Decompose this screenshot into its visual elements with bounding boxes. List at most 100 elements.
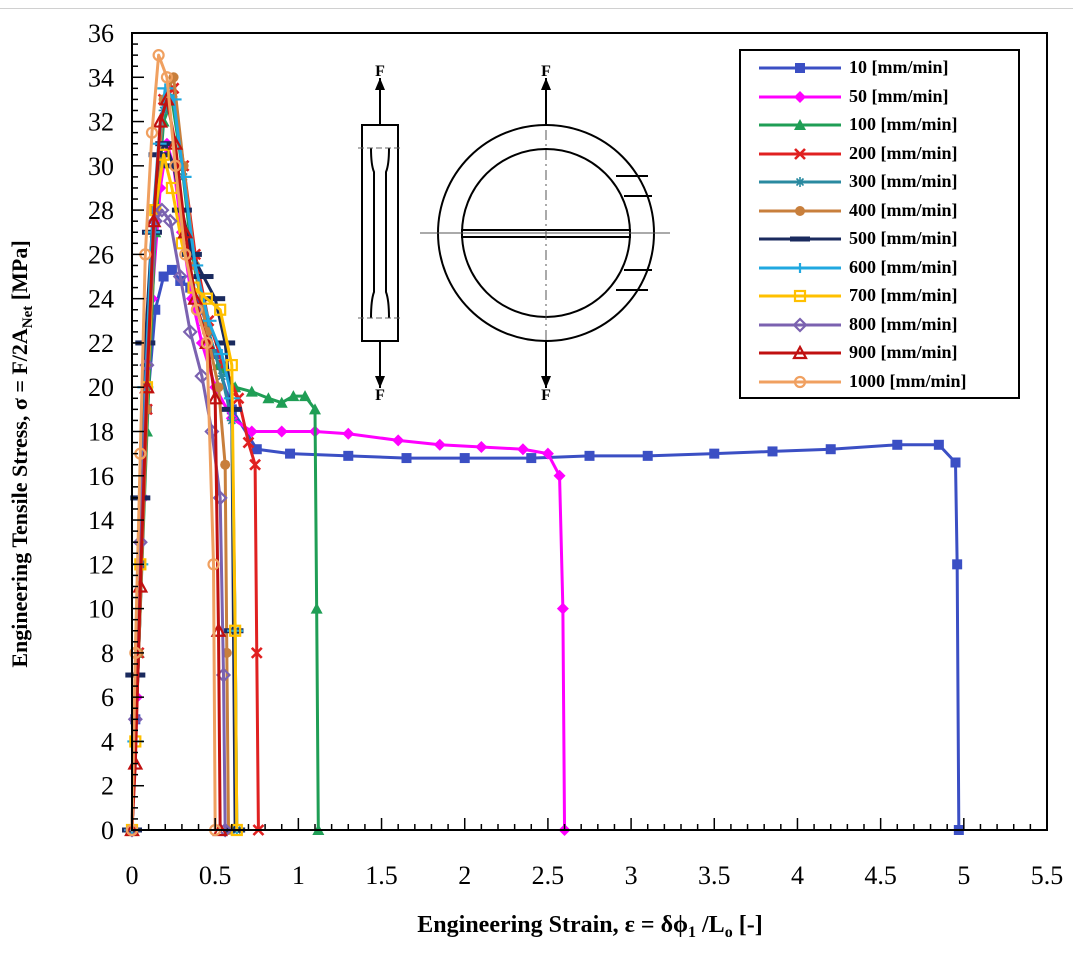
inset-strip-arrow-up-head <box>375 78 385 90</box>
series-7-point-9 <box>181 251 202 257</box>
series-1-point-5 <box>158 271 169 282</box>
series-12-point-7 <box>169 159 182 172</box>
legend-item-3: 100 [mm/min] <box>741 112 1018 138</box>
series-2-point-15 <box>342 427 355 440</box>
legend-swatch-9 <box>759 289 841 303</box>
series-2-point-17 <box>433 438 446 451</box>
series-12-point-6 <box>160 71 174 84</box>
series-1-point-16 <box>459 453 470 464</box>
series-8-point-10 <box>200 315 217 326</box>
series-10-point-8 <box>182 324 198 340</box>
legend-label-6: 400 [mm/min] <box>849 199 958 220</box>
series-1-point-26 <box>952 559 963 570</box>
series-12-line <box>130 53 217 832</box>
series-7-point-10 <box>193 274 214 280</box>
series-3-point-17 <box>310 602 323 614</box>
y-tick-label-2: 4 <box>101 727 114 756</box>
series-1-point-25 <box>950 457 961 468</box>
legend-label-8: 600 [mm/min] <box>849 256 958 277</box>
y-tick-label-9: 18 <box>88 418 114 447</box>
specimen-inset-diagram: F F F F <box>342 40 724 410</box>
series-2-point-18 <box>475 440 488 453</box>
legend-item-2: 50 [mm/min] <box>741 84 1018 110</box>
legend-item-9: 700 [mm/min] <box>741 283 1018 309</box>
legend-item-6: 400 [mm/min] <box>741 198 1018 224</box>
legend-swatch-10 <box>759 316 841 333</box>
series-12-point-8 <box>179 248 192 261</box>
y-tick-label-10: 20 <box>88 373 114 402</box>
inset-strip-neck-right <box>385 147 390 319</box>
y-tick-label-12: 24 <box>88 285 114 314</box>
legend-swatch-1 <box>759 63 841 73</box>
y-tick-label-7: 14 <box>88 506 114 535</box>
y-tick-label-6: 12 <box>88 550 114 579</box>
inset-force-label-strip-bottom: F <box>375 387 385 404</box>
legend-marker-1 <box>795 63 805 73</box>
top-rule <box>0 8 1073 9</box>
legend-item-8: 600 [mm/min] <box>741 255 1018 281</box>
series-12-point-4 <box>145 126 159 139</box>
legend-item-12: 1000 [mm/min] <box>741 369 1018 395</box>
legend-marker-3 <box>794 119 806 130</box>
series-12-point-11 <box>207 558 220 571</box>
series-1-point-19 <box>642 450 653 461</box>
legend-swatch-4 <box>759 147 841 160</box>
series-1-point-12 <box>251 444 262 455</box>
legend-swatch-6 <box>759 205 841 216</box>
x-tick-label-10: 5 <box>957 861 970 890</box>
legend-item-10: 800 [mm/min] <box>741 312 1018 338</box>
legend-label-1: 10 [mm/min] <box>849 57 949 77</box>
legend-label-12: 1000 [mm/min] <box>849 370 967 391</box>
inset-force-label-strip-top: F <box>375 63 385 80</box>
y-tick-label-0: 0 <box>101 816 114 845</box>
y-tick-label-13: 26 <box>88 240 114 269</box>
legend-marker-11 <box>792 344 808 360</box>
series-5-point-9 <box>216 371 227 382</box>
y-axis-label-unit: [MPa] <box>7 240 32 306</box>
x-tick-label-8: 4 <box>791 861 804 890</box>
inset-strip-neck-left <box>370 147 375 319</box>
series-6-point-10 <box>220 459 231 470</box>
legend-label-2: 50 [mm/min] <box>849 85 949 106</box>
inset-ring-arrow-down-head <box>541 376 551 388</box>
y-tick-label-5: 10 <box>88 595 114 624</box>
axes-layer: 0 0.5 1 1.5 2 2.5 3 3.5 4 4.5 5 5.50246810121416182… <box>88 19 1063 890</box>
series-4-line <box>130 86 260 832</box>
series-1-point-15 <box>401 453 412 464</box>
x-tick-label-1: 0.5 <box>199 861 232 890</box>
y-tick-label-15: 30 <box>88 152 114 181</box>
series-2-point-12 <box>245 425 258 438</box>
series-1-point-18 <box>584 450 595 461</box>
series-4-point-11 <box>242 436 255 449</box>
series-7-point-3 <box>135 340 156 346</box>
series-11-point-12 <box>210 622 227 637</box>
y-axis-label-sub: Net <box>20 305 36 329</box>
legend-item-4: 200 [mm/min] <box>741 141 1018 167</box>
legend-label-10: 800 [mm/min] <box>849 313 958 334</box>
series-9-point-10 <box>214 303 227 316</box>
series-3-point-15 <box>299 390 312 402</box>
x-axis-label-unit: [-] <box>732 912 763 938</box>
legend-marker-7 <box>790 236 810 242</box>
inset-force-label-ring-top: F <box>541 63 551 80</box>
series-2-point-22 <box>556 602 569 615</box>
legend-item-1: 10 [mm/min] <box>741 55 1018 81</box>
series-1-point-22 <box>825 444 836 455</box>
legend-marker-6 <box>795 205 805 216</box>
legend-label-7: 500 [mm/min] <box>849 228 958 248</box>
series-1-point-21 <box>767 446 778 457</box>
series-3-point-12 <box>262 392 275 404</box>
series-10-point-9 <box>194 368 210 384</box>
x-tick-label-7: 3.5 <box>698 861 731 890</box>
legend: 10 [mm/min] 50 [mm/min] 100 [mm/min] 200 [m… <box>739 49 1020 399</box>
x-tick-label-2: 1 <box>292 861 305 890</box>
series-12-point-10 <box>200 336 213 350</box>
series-11-point-11 <box>207 389 224 405</box>
legend-marker-9 <box>793 289 807 303</box>
series-2-point-16 <box>392 434 405 447</box>
series-2-point-20 <box>541 447 554 460</box>
legend-marker-4 <box>794 147 806 160</box>
series-8-point-6 <box>157 83 174 94</box>
series-4-point-13 <box>250 646 263 659</box>
